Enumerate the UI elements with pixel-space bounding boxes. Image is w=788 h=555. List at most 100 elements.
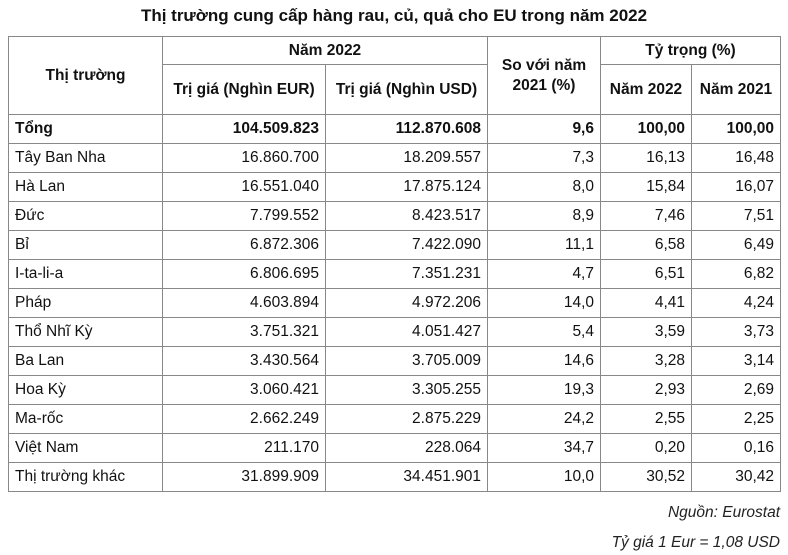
source-note: Nguồn: Eurostat [667, 504, 780, 521]
cell-value-usd: 4.972.206 [325, 288, 488, 318]
header-share-2022: Năm 2022 [600, 64, 692, 115]
table-row: Tây Ban Nha 16.860.700 18.209.557 7,3 16,13 1… [8, 143, 781, 173]
cell-value-eur: 4.603.894 [162, 288, 326, 318]
cell-compare: 10,0 [487, 462, 601, 492]
cell-value-usd: 3.305.255 [325, 375, 488, 405]
cell-share-2021: 6,82 [691, 259, 781, 289]
cell-market: Ma-rốc [8, 404, 163, 434]
table-row: Ba Lan 3.430.564 3.705.009 14,6 3,28 3,14 [8, 346, 781, 376]
cell-value-eur: 16.860.700 [162, 143, 326, 173]
table-body: Tổng 104.509.823 112.870.608 9,6 100,00 100,0… [8, 114, 781, 492]
cell-share-2022: 15,84 [600, 172, 692, 202]
cell-value-usd: 18.209.557 [325, 143, 488, 173]
cell-value-usd: 8.423.517 [325, 201, 488, 231]
cell-compare: 14,0 [487, 288, 601, 318]
cell-value-eur: 6.806.695 [162, 259, 326, 289]
cell-value-usd: 4.051.427 [325, 317, 488, 347]
header-share-2021: Năm 2021 [691, 64, 781, 115]
cell-value-usd: 228.064 [325, 433, 488, 463]
cell-share-2022: 6,58 [600, 230, 692, 260]
header-value-eur: Trị giá (Nghìn EUR) [162, 64, 326, 115]
header-compare-2021: So với năm 2021 (%) [487, 36, 601, 115]
cell-value-eur: 2.662.249 [162, 404, 326, 434]
cell-share-2022: 6,51 [600, 259, 692, 289]
cell-value-usd: 17.875.124 [325, 172, 488, 202]
cell-market: Ba Lan [8, 346, 163, 376]
header-value-usd: Trị giá (Nghìn USD) [325, 64, 488, 115]
cell-market: Việt Nam [8, 433, 163, 463]
cell-value-usd: 112.870.608 [325, 114, 488, 144]
table-row: Ma-rốc 2.662.249 2.875.229 24,2 2,55 2,25 [8, 404, 781, 434]
cell-value-eur: 31.899.909 [162, 462, 326, 492]
cell-market: Đức [8, 201, 163, 231]
cell-market: Thị trường khác [8, 462, 163, 492]
cell-value-eur: 211.170 [162, 433, 326, 463]
cell-share-2021: 30,42 [691, 462, 781, 492]
cell-share-2022: 4,41 [600, 288, 692, 318]
cell-compare: 11,1 [487, 230, 601, 260]
total-row: Tổng 104.509.823 112.870.608 9,6 100,00 100,0… [8, 114, 781, 144]
cell-compare: 34,7 [487, 433, 601, 463]
cell-value-eur: 3.430.564 [162, 346, 326, 376]
cell-share-2022: 0,20 [600, 433, 692, 463]
cell-market: Tổng [8, 114, 163, 144]
cell-share-2021: 4,24 [691, 288, 781, 318]
cell-share-2021: 3,14 [691, 346, 781, 376]
cell-compare: 4,7 [487, 259, 601, 289]
cell-compare: 8,0 [487, 172, 601, 202]
table-row: Hoa Kỳ 3.060.421 3.305.255 19,3 2,93 2,69 [8, 375, 781, 405]
cell-share-2021: 0,16 [691, 433, 781, 463]
cell-value-eur: 6.872.306 [162, 230, 326, 260]
cell-value-usd: 7.351.231 [325, 259, 488, 289]
cell-share-2021: 7,51 [691, 201, 781, 231]
table-row: Đức 7.799.552 8.423.517 8,9 7,46 7,51 [8, 201, 781, 231]
cell-value-usd: 3.705.009 [325, 346, 488, 376]
cell-compare: 5,4 [487, 317, 601, 347]
header-share: Tỷ trọng (%) [600, 36, 781, 65]
table-row: Thị trường khác 31.899.909 34.451.901 10,0 3… [8, 462, 781, 492]
cell-share-2022: 30,52 [600, 462, 692, 492]
header-year-2022: Năm 2022 [162, 36, 488, 65]
cell-share-2021: 2,25 [691, 404, 781, 434]
exchange-rate-note: Tỷ giá 1 Eur = 1,08 USD [611, 534, 780, 551]
cell-market: Hà Lan [8, 172, 163, 202]
cell-compare: 9,6 [487, 114, 601, 144]
cell-value-usd: 2.875.229 [325, 404, 488, 434]
cell-share-2022: 2,93 [600, 375, 692, 405]
cell-share-2021: 2,69 [691, 375, 781, 405]
table-row: Thổ Nhĩ Kỳ 3.751.321 4.051.427 5,4 3,59 3,73 [8, 317, 781, 347]
table-title: Thị trường cung cấp hàng rau, củ, quả ch… [140, 6, 648, 25]
cell-market: Hoa Kỳ [8, 375, 163, 405]
cell-compare: 8,9 [487, 201, 601, 231]
header-market: Thị trường [8, 36, 163, 115]
cell-compare: 24,2 [487, 404, 601, 434]
cell-compare: 14,6 [487, 346, 601, 376]
cell-value-usd: 7.422.090 [325, 230, 488, 260]
cell-compare: 19,3 [487, 375, 601, 405]
cell-market: Tây Ban Nha [8, 143, 163, 173]
cell-share-2021: 16,07 [691, 172, 781, 202]
cell-share-2021: 6,49 [691, 230, 781, 260]
table-row: I-ta-li-a 6.806.695 7.351.231 4,7 6,51 6,82 [8, 259, 781, 289]
cell-market: I-ta-li-a [8, 259, 163, 289]
cell-share-2022: 2,55 [600, 404, 692, 434]
cell-value-usd: 34.451.901 [325, 462, 488, 492]
table-row: Bỉ 6.872.306 7.422.090 11,1 6,58 6,49 [8, 230, 781, 260]
cell-share-2022: 3,28 [600, 346, 692, 376]
cell-share-2021: 3,73 [691, 317, 781, 347]
cell-share-2022: 16,13 [600, 143, 692, 173]
cell-market: Thổ Nhĩ Kỳ [8, 317, 163, 347]
cell-value-eur: 3.060.421 [162, 375, 326, 405]
table-row: Pháp 4.603.894 4.972.206 14,0 4,41 4,24 [8, 288, 781, 318]
table-row: Việt Nam 211.170 228.064 34,7 0,20 0,16 [8, 433, 781, 463]
cell-share-2022: 3,59 [600, 317, 692, 347]
cell-market: Bỉ [8, 230, 163, 260]
cell-compare: 7,3 [487, 143, 601, 173]
cell-share-2021: 100,00 [691, 114, 781, 144]
cell-value-eur: 16.551.040 [162, 172, 326, 202]
cell-value-eur: 104.509.823 [162, 114, 326, 144]
cell-share-2021: 16,48 [691, 143, 781, 173]
table-row: Hà Lan 16.551.040 17.875.124 8,0 15,84 16,07 [8, 172, 781, 202]
cell-share-2022: 100,00 [600, 114, 692, 144]
cell-share-2022: 7,46 [600, 201, 692, 231]
